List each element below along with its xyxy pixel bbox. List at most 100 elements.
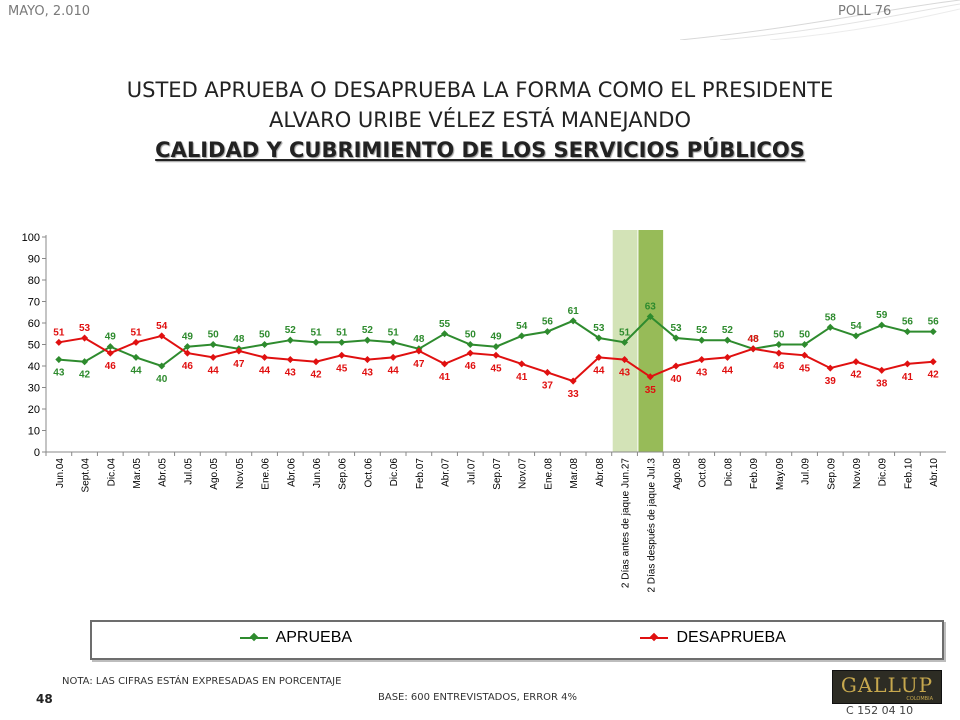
x-tick-label: Ago.05 [209,458,220,490]
document-code: C 152 04 10 [846,704,914,717]
data-label: 58 [825,312,837,323]
y-tick-label: 80 [28,275,40,287]
data-point [518,360,526,368]
y-tick-label: 0 [34,447,40,459]
y-tick-label: 60 [28,318,40,330]
data-label: 53 [79,323,91,334]
x-tick-label: Jul.09 [801,458,812,485]
data-label: 33 [568,389,580,400]
data-label: 46 [105,361,117,372]
x-tick-label: Nov.05 [235,458,246,489]
x-tick-label: Dic.04 [106,458,117,487]
x-tick-label: Nov.09 [852,458,863,489]
y-tick-label: 100 [22,232,40,244]
data-label: 51 [388,327,400,338]
data-point [183,343,191,351]
question-line-1: USTED APRUEBA O DESAPRUEBA LA FORMA COMO… [126,78,834,102]
data-label: 43 [285,368,297,379]
data-point [286,336,294,344]
data-point [723,336,731,344]
data-point [543,368,551,376]
question-topic: CALIDAD Y CUBRIMIENTO DE LOS SERVICIOS P… [155,138,805,162]
x-tick-label: Sep.09 [826,458,837,490]
data-point [852,332,860,340]
data-point [929,358,937,366]
data-point [801,351,809,359]
x-tick-label: Sep.06 [338,458,349,490]
legend-label-aprueba: APRUEBA [275,629,353,646]
data-point [698,356,706,364]
data-label: 49 [182,332,194,343]
data-point [158,362,166,370]
data-point [132,338,140,346]
data-point [466,349,474,357]
x-tick-label: Nov.07 [518,458,529,489]
x-tick-label: Ene.06 [261,458,272,490]
data-point [595,353,603,361]
data-label: 40 [670,374,682,385]
data-point [878,366,886,374]
data-point [569,377,577,385]
x-tick-label: Abr.08 [595,458,606,487]
x-tick-label: 2 Días antes de jaque Jun.27 [621,458,632,589]
data-point [466,340,474,349]
data-point [338,351,346,359]
x-tick-label: Jul.05 [183,458,194,485]
data-point [621,356,629,364]
data-label: 44 [259,365,271,376]
data-point [826,364,834,372]
data-label: 52 [722,325,734,336]
x-tick-label: Abr.10 [929,458,940,487]
data-point [543,328,551,336]
chart-legend: APRUEBA DESAPRUEBA [90,620,944,660]
data-label: 49 [490,332,502,343]
data-label: 50 [208,330,220,341]
data-label: 45 [799,363,811,374]
data-label: 51 [53,327,65,338]
data-label: 43 [362,368,374,379]
data-point [646,313,654,321]
data-label: 50 [259,330,271,341]
footnote-percent: NOTA: LAS CIFRAS ESTÁN EXPRESADAS EN POR… [62,676,342,687]
data-label: 54 [850,321,862,332]
data-point [492,351,500,359]
data-label: 41 [902,372,914,383]
data-label: 42 [850,370,862,381]
data-label: 53 [593,323,605,334]
data-label: 54 [516,321,528,332]
data-point [929,328,937,336]
x-tick-label: Abr.06 [286,458,297,487]
legend-marker-desaprueba [640,632,668,642]
data-point [209,353,217,361]
x-tick-label: Sept.04 [81,458,92,493]
data-label: 61 [568,306,580,317]
legend-label-desaprueba: DESAPRUEBA [676,629,786,646]
data-point [672,362,680,370]
data-label: 59 [876,310,888,321]
data-point [389,353,397,361]
data-label: 53 [670,323,682,334]
data-point [338,338,346,346]
data-label: 49 [105,332,117,343]
data-label: 56 [928,317,940,328]
data-label: 39 [825,376,837,387]
data-point [55,338,63,346]
data-label: 51 [310,327,322,338]
page-number: 48 [36,692,53,706]
x-tick-label: Sep.07 [492,458,503,490]
data-point [441,360,449,368]
data-point [235,347,243,355]
data-point [132,353,140,361]
data-label: 47 [413,359,425,370]
data-label: 43 [696,368,708,379]
data-point [903,328,911,336]
data-point [363,336,371,344]
x-tick-label: Dic.08 [723,458,734,487]
data-point [183,349,191,357]
x-tick-label: May.09 [775,458,786,490]
data-point [261,353,269,361]
legend-item-aprueba: APRUEBA [240,629,352,647]
x-tick-label: Feb.07 [415,458,426,490]
data-label: 56 [542,317,554,328]
data-label: 48 [413,334,425,345]
